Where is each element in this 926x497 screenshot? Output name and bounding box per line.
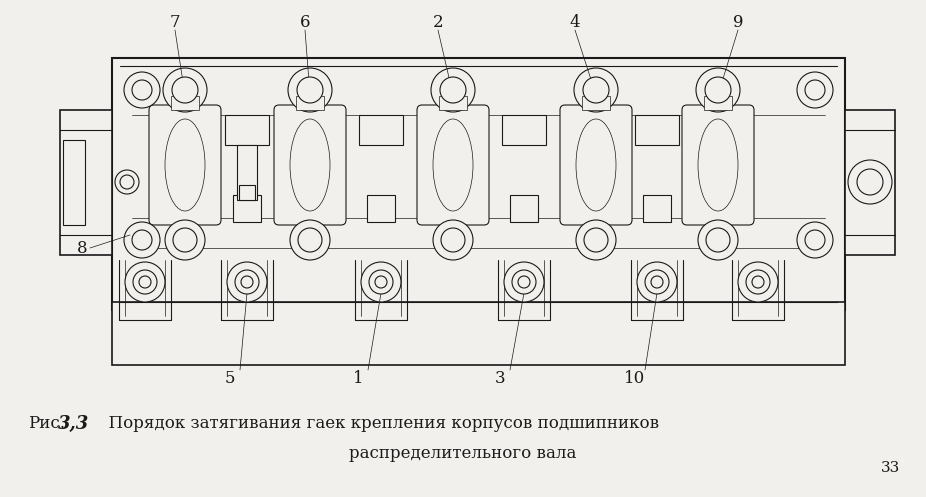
Polygon shape <box>439 96 467 110</box>
Circle shape <box>433 220 473 260</box>
Polygon shape <box>225 115 269 145</box>
Circle shape <box>576 220 616 260</box>
Text: 2: 2 <box>432 13 444 30</box>
Polygon shape <box>845 110 895 255</box>
Circle shape <box>235 270 259 294</box>
Text: 3,3: 3,3 <box>58 415 89 433</box>
Circle shape <box>848 160 892 204</box>
Circle shape <box>369 270 393 294</box>
Circle shape <box>805 80 825 100</box>
Circle shape <box>288 68 332 112</box>
Circle shape <box>738 262 778 302</box>
Circle shape <box>705 77 731 103</box>
Polygon shape <box>502 115 546 145</box>
Text: 33: 33 <box>881 461 900 475</box>
FancyBboxPatch shape <box>274 105 346 225</box>
Polygon shape <box>296 96 324 110</box>
Text: 7: 7 <box>169 13 181 30</box>
Polygon shape <box>635 115 679 145</box>
Circle shape <box>133 270 157 294</box>
Polygon shape <box>237 145 257 200</box>
Text: 8: 8 <box>77 240 87 256</box>
Circle shape <box>574 68 618 112</box>
Circle shape <box>120 175 134 189</box>
Polygon shape <box>582 96 610 110</box>
Circle shape <box>440 77 466 103</box>
Circle shape <box>752 276 764 288</box>
Circle shape <box>297 77 323 103</box>
Polygon shape <box>239 185 255 200</box>
Polygon shape <box>643 195 671 222</box>
FancyBboxPatch shape <box>682 105 754 225</box>
FancyBboxPatch shape <box>149 105 221 225</box>
Circle shape <box>706 228 730 252</box>
Circle shape <box>139 276 151 288</box>
Circle shape <box>797 72 833 108</box>
Text: 10: 10 <box>624 369 645 387</box>
Circle shape <box>290 220 330 260</box>
Circle shape <box>651 276 663 288</box>
Polygon shape <box>63 140 85 225</box>
Circle shape <box>637 262 677 302</box>
Circle shape <box>124 72 160 108</box>
Circle shape <box>124 222 160 258</box>
Circle shape <box>173 228 197 252</box>
Circle shape <box>805 230 825 250</box>
FancyBboxPatch shape <box>560 105 632 225</box>
Circle shape <box>125 262 165 302</box>
Circle shape <box>584 228 608 252</box>
Text: 6: 6 <box>300 13 310 30</box>
Circle shape <box>163 68 207 112</box>
Circle shape <box>132 230 152 250</box>
Polygon shape <box>233 195 261 222</box>
Circle shape <box>512 270 536 294</box>
Polygon shape <box>60 110 112 255</box>
Circle shape <box>132 80 152 100</box>
Text: 1: 1 <box>353 369 363 387</box>
Circle shape <box>698 220 738 260</box>
Polygon shape <box>510 195 538 222</box>
Circle shape <box>115 170 139 194</box>
Text: 3: 3 <box>494 369 506 387</box>
Polygon shape <box>171 96 199 110</box>
Text: 5: 5 <box>225 369 235 387</box>
Circle shape <box>441 228 465 252</box>
Circle shape <box>746 270 770 294</box>
FancyBboxPatch shape <box>417 105 489 225</box>
Circle shape <box>518 276 530 288</box>
Text: распределительного вала: распределительного вала <box>349 445 577 462</box>
Circle shape <box>227 262 267 302</box>
Circle shape <box>375 276 387 288</box>
Polygon shape <box>112 302 845 365</box>
Circle shape <box>504 262 544 302</box>
Polygon shape <box>112 58 845 310</box>
Circle shape <box>797 222 833 258</box>
Circle shape <box>696 68 740 112</box>
Polygon shape <box>359 115 403 145</box>
Circle shape <box>172 77 198 103</box>
Circle shape <box>583 77 609 103</box>
Circle shape <box>361 262 401 302</box>
Circle shape <box>165 220 205 260</box>
Circle shape <box>645 270 669 294</box>
Circle shape <box>431 68 475 112</box>
Polygon shape <box>704 96 732 110</box>
Circle shape <box>241 276 253 288</box>
Circle shape <box>857 169 883 195</box>
Text: Порядок затягивания гаек крепления корпусов подшипников: Порядок затягивания гаек крепления корпу… <box>98 415 659 432</box>
Text: Рис.: Рис. <box>28 415 65 432</box>
Text: 4: 4 <box>569 13 581 30</box>
Polygon shape <box>367 195 395 222</box>
Text: 9: 9 <box>732 13 744 30</box>
Circle shape <box>298 228 322 252</box>
